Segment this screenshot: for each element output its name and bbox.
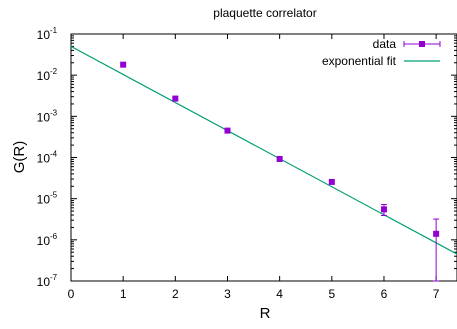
data-point bbox=[433, 230, 440, 237]
y-tick-exponent: -3 bbox=[50, 108, 58, 117]
plot-frame bbox=[70, 33, 457, 282]
legend-label-fit: exponential fit bbox=[322, 54, 397, 68]
y-tick-exponent: -2 bbox=[50, 67, 58, 76]
x-tick-label: 6 bbox=[381, 287, 388, 301]
data-point bbox=[380, 206, 387, 213]
y-tick-label: 10 bbox=[37, 152, 51, 166]
data-point bbox=[120, 61, 127, 68]
legend-label-data: data bbox=[373, 37, 397, 51]
y-tick-exponent: -6 bbox=[50, 232, 58, 241]
x-tick-label: 5 bbox=[328, 287, 335, 301]
legend: data exponential fit bbox=[322, 37, 441, 68]
y-tick-exponent: -7 bbox=[50, 273, 58, 282]
y-axis-label: G(R) bbox=[11, 141, 28, 174]
data-point bbox=[172, 95, 179, 102]
data-point bbox=[276, 155, 283, 162]
x-axis-label: R bbox=[260, 305, 271, 322]
y-tick-label: 10 bbox=[37, 193, 51, 207]
y-tick-exponent: -5 bbox=[50, 191, 58, 200]
data-point bbox=[224, 127, 231, 134]
x-tick-label: 1 bbox=[120, 287, 127, 301]
x-tick-label: 3 bbox=[224, 287, 231, 301]
x-tick-label: 4 bbox=[276, 287, 283, 301]
y-tick-exponent: -4 bbox=[50, 150, 58, 159]
data-point bbox=[328, 178, 335, 185]
y-tick-exponent: -1 bbox=[50, 26, 58, 35]
fit-series bbox=[70, 45, 457, 255]
y-tick-label: 10 bbox=[37, 234, 51, 248]
x-tick-label: 2 bbox=[172, 287, 179, 301]
fit-line bbox=[70, 45, 457, 255]
legend-swatch-data-point bbox=[419, 41, 425, 47]
x-tick-label: 7 bbox=[433, 287, 440, 301]
y-tick-label: 10 bbox=[37, 69, 51, 83]
chart-title: plaquette correlator bbox=[213, 6, 316, 20]
y-tick-label: 10 bbox=[37, 110, 51, 124]
y-tick-label: 10 bbox=[37, 28, 51, 42]
x-tick-label: 0 bbox=[68, 287, 75, 301]
y-tick-label: 10 bbox=[37, 275, 51, 289]
data-series bbox=[120, 61, 440, 282]
